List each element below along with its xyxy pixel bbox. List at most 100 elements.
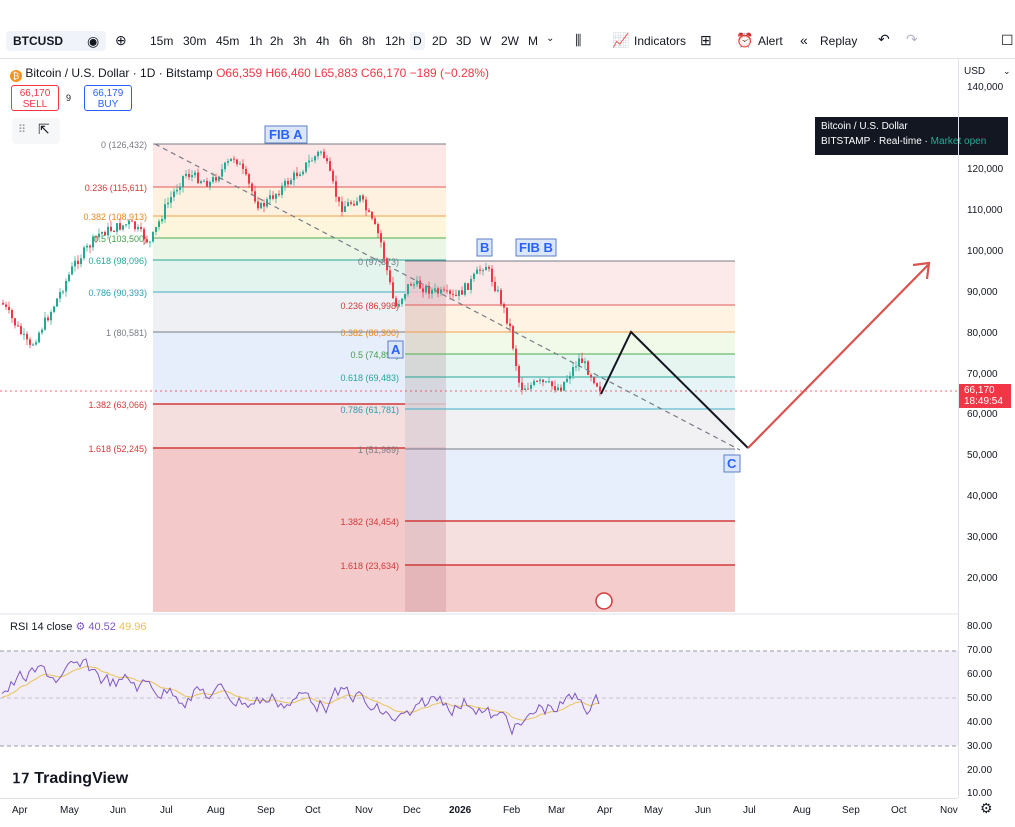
fib-b-band-6 — [405, 449, 735, 521]
candle-body — [587, 361, 589, 375]
interval-15m[interactable]: 15m — [150, 34, 174, 48]
projection-path[interactable] — [600, 330, 749, 449]
candle-body — [302, 171, 304, 175]
chart-legend[interactable]: ₿ Bitcoin / U.S. Dollar · 1D · Bitstamp … — [10, 66, 489, 82]
candle-body — [446, 290, 448, 292]
interval-2h[interactable]: 2h — [270, 34, 284, 48]
fib-a-retracement[interactable] — [153, 143, 446, 612]
point-b-label[interactable]: B — [480, 240, 489, 255]
candles-icon[interactable]: ⫼ — [575, 32, 582, 48]
candle-body — [215, 177, 217, 181]
point-b-box — [476, 238, 493, 257]
projection-arrow[interactable] — [747, 264, 929, 449]
candle-body — [368, 210, 370, 212]
candle-body — [503, 303, 505, 308]
point-a-label[interactable]: A — [391, 342, 401, 357]
candle-body — [500, 290, 502, 304]
interval-1d[interactable]: D — [410, 32, 425, 50]
currency-selector[interactable]: USD — [964, 66, 986, 77]
interval-2d[interactable]: 2D — [432, 34, 448, 48]
time-label: Jul — [743, 805, 756, 816]
candle-body — [314, 156, 316, 161]
cursor-icon[interactable]: ⇱ — [38, 121, 50, 137]
interval-8h[interactable]: 8h — [362, 34, 376, 48]
interval-6h[interactable]: 6h — [339, 34, 353, 48]
settings-icon[interactable]: ⚙ — [980, 800, 993, 816]
fib-a-tag[interactable]: FIB A — [269, 127, 303, 142]
candle-body — [458, 290, 460, 296]
buy-button[interactable]: 66,179 BUY — [84, 85, 132, 111]
candle-body — [269, 195, 271, 200]
time-axis[interactable]: Apr May Jun Jul Aug Sep Oct Nov Dec 2026… — [0, 798, 958, 827]
candle-body — [476, 269, 478, 274]
time-label: Feb — [503, 805, 521, 816]
candle-body — [113, 230, 115, 232]
candle-body — [200, 181, 202, 184]
fullscreen-icon[interactable]: ☐ — [1001, 32, 1014, 48]
alarm-clock-icon[interactable]: ⏰ — [736, 32, 754, 48]
alert-button[interactable]: Alert — [758, 34, 783, 48]
sell-button[interactable]: 66,170 SELL — [11, 85, 59, 111]
candle-body — [233, 158, 235, 160]
interval-12h[interactable]: 12h — [385, 34, 406, 48]
price-axis[interactable]: USD ⌄ 140,000 120,000 110,000 100,000 90… — [958, 58, 1015, 799]
fib-b-retracement[interactable] — [405, 260, 735, 612]
candle-body — [287, 180, 289, 185]
candle-body — [218, 176, 220, 181]
chevron-down-icon[interactable]: ⌄ — [1003, 66, 1011, 76]
candle-body — [383, 242, 385, 259]
fib-b-label-1618: 1.618 (23,634) — [340, 561, 399, 571]
chart-canvas[interactable]: 0 (126,432) 0.236 (115,611) 0.382 (108,9… — [0, 58, 958, 798]
replay-icon[interactable]: « — [800, 32, 808, 48]
add-symbol-icon[interactable]: ⊕ — [115, 32, 127, 48]
trend-line[interactable] — [154, 143, 741, 451]
candle-body — [473, 273, 475, 279]
symbol-search[interactable] — [6, 31, 106, 51]
legend-title: Bitcoin / U.S. Dollar · 1D · Bitstamp — [25, 66, 213, 80]
candle-body — [203, 180, 205, 182]
candle-body — [422, 288, 424, 293]
undo-icon[interactable]: ↶ — [878, 31, 890, 47]
indicators-button[interactable]: Indicators — [634, 34, 687, 48]
candle-body — [128, 220, 130, 225]
candle-body — [494, 281, 496, 292]
rsi-legend[interactable]: RSI 14 close ⚙ 40.52 49.96 — [10, 620, 147, 633]
candle-body — [206, 180, 208, 187]
time-label: Apr — [597, 805, 613, 816]
chevron-down-icon[interactable]: ⌄ — [546, 33, 555, 44]
drag-handle-icon[interactable]: ⠿ — [18, 124, 27, 136]
interval-1w[interactable]: W — [480, 34, 492, 48]
candle-body — [14, 318, 16, 326]
current-price: 66,170 — [964, 385, 995, 396]
interval-1m[interactable]: M — [528, 34, 538, 48]
replay-button[interactable]: Replay — [820, 34, 858, 48]
candle-body — [296, 172, 298, 176]
fib-b-tag[interactable]: FIB B — [519, 240, 553, 255]
symbol-name[interactable]: BTCUSD — [13, 34, 63, 48]
candle-body — [272, 195, 274, 199]
fib-b-label-236: 0.236 (86,998) — [340, 301, 399, 311]
interval-3h[interactable]: 3h — [293, 34, 307, 48]
indicators-icon[interactable]: 📈 — [612, 32, 630, 48]
point-c-label[interactable]: C — [727, 456, 737, 471]
tradingview-logo[interactable]: 𝟣𝟩 TradingView — [12, 770, 128, 788]
event-flag-icon[interactable] — [595, 592, 613, 610]
fib-b-band-7 — [405, 521, 735, 565]
candle-body — [566, 378, 568, 382]
redo-icon[interactable]: ↷ — [906, 31, 918, 47]
candle-body — [515, 348, 517, 367]
interval-3d[interactable]: 3D — [456, 34, 472, 48]
interval-30m[interactable]: 30m — [183, 34, 207, 48]
interval-45m[interactable]: 45m — [216, 34, 240, 48]
interval-2w[interactable]: 2W — [501, 34, 519, 48]
interval-4h[interactable]: 4h — [316, 34, 330, 48]
candle-body — [329, 161, 331, 171]
candle-body — [536, 380, 538, 382]
rsi-value: 40.52 — [88, 621, 116, 633]
candle-body — [158, 221, 160, 228]
eye-icon[interactable]: ◉ — [87, 33, 100, 49]
candle-body — [104, 232, 106, 236]
layouts-icon[interactable]: ⊞ — [700, 32, 712, 48]
interval-1h[interactable]: 1h — [249, 34, 263, 48]
settings-icon[interactable]: ⚙ — [75, 621, 86, 633]
